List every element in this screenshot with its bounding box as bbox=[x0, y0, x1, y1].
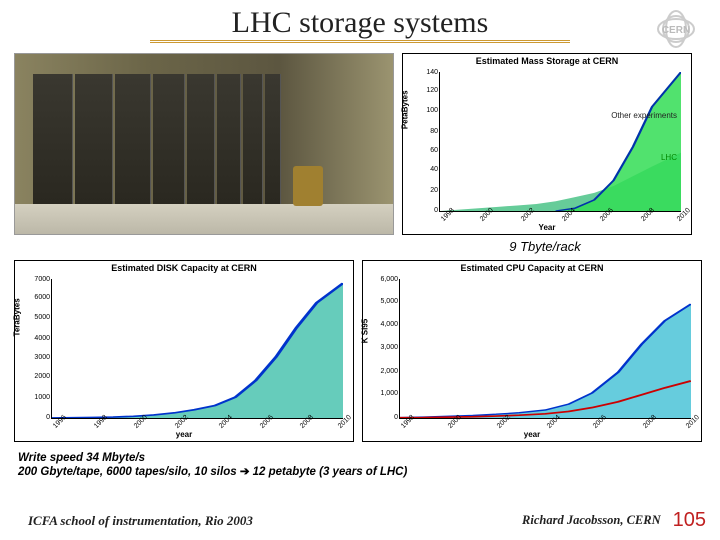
mass-storage-chart: Estimated Mass Storage at CERN PetaBytes… bbox=[402, 53, 692, 235]
arrow-icon: ➔ bbox=[240, 466, 250, 478]
x-axis-label: year bbox=[15, 430, 353, 439]
cpu-capacity-chart: Estimated CPU Capacity at CERN K SI95 ye… bbox=[362, 260, 702, 442]
x-axis-label: year bbox=[363, 430, 701, 439]
photo-caption: 9 Tbyte/rack bbox=[400, 235, 690, 256]
cern-logo: CERN bbox=[648, 8, 704, 50]
legend-other: Other experiments bbox=[611, 111, 677, 120]
note-line-1: Write speed 34 Mbyte/s bbox=[18, 452, 706, 464]
chart-plot-area: 01,0002,0003,0004,0005,0006,000 19982000… bbox=[399, 279, 691, 419]
note-line-2: 200 Gbyte/tape, 6000 tapes/silo, 10 silo… bbox=[18, 464, 706, 478]
chart-plot-area: 020406080100120140 199820002002200420062… bbox=[439, 72, 681, 212]
legend-lhc: LHC bbox=[661, 153, 677, 162]
storage-photo bbox=[14, 53, 394, 235]
svg-text:CERN: CERN bbox=[662, 25, 690, 36]
footer-author: Richard Jacobsson, CERN bbox=[522, 513, 661, 528]
chart-title: Estimated CPU Capacity at CERN bbox=[363, 263, 701, 273]
chart-title: Estimated Mass Storage at CERN bbox=[403, 56, 691, 66]
y-axis-label: K SI95 bbox=[361, 319, 370, 343]
slide-title: LHC storage systems bbox=[150, 0, 570, 43]
chart-title: Estimated DISK Capacity at CERN bbox=[15, 263, 353, 273]
disk-capacity-chart: Estimated DISK Capacity at CERN TeraByte… bbox=[14, 260, 354, 442]
x-axis-label: Year bbox=[403, 223, 691, 232]
y-axis-label: PetaBytes bbox=[401, 90, 410, 129]
chart-plot-area: 01000200030004000500060007000 1996199820… bbox=[51, 279, 343, 419]
y-axis-label: TeraBytes bbox=[13, 298, 22, 336]
page-number: 105 bbox=[673, 509, 706, 532]
footer-left: ICFA school of instrumentation, Rio 2003 bbox=[28, 513, 253, 529]
notes-block: Write speed 34 Mbyte/s 200 Gbyte/tape, 6… bbox=[0, 442, 720, 482]
